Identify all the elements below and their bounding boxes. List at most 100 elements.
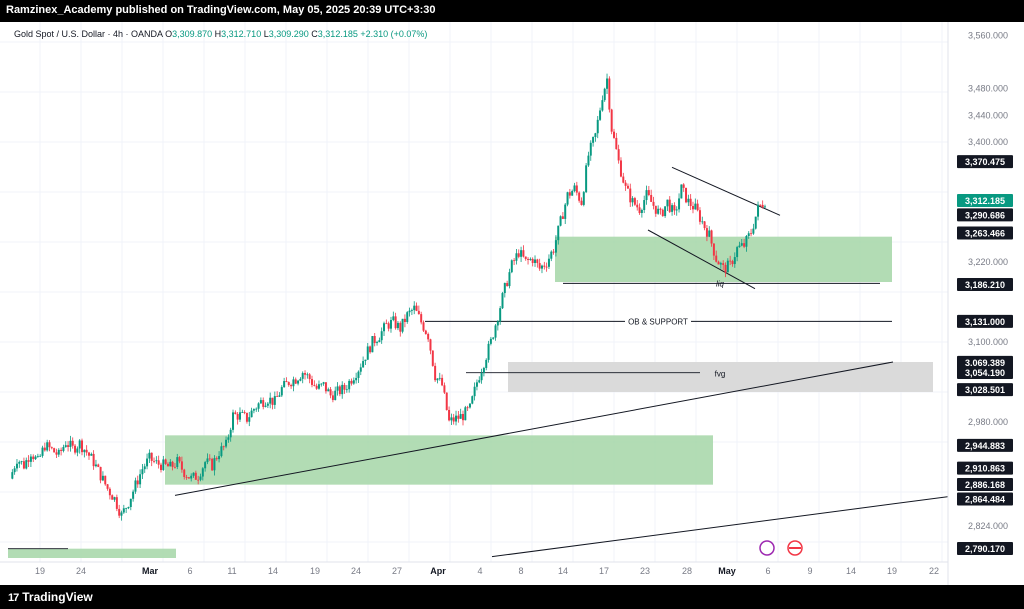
candle-body [645, 190, 648, 201]
candle-body [420, 314, 423, 323]
candle-body [190, 475, 193, 479]
x-tick-label: 22 [929, 566, 939, 576]
candle-body [452, 417, 455, 422]
candle-body [71, 440, 74, 446]
candle-body [575, 185, 578, 193]
y-tick-label: 3,480.000 [968, 84, 1008, 94]
candle-body [11, 472, 14, 479]
candle-body [108, 488, 111, 496]
demand-zone-march [165, 435, 713, 485]
candle-body [631, 198, 634, 203]
candle-body [733, 257, 736, 265]
candle-body [78, 440, 81, 449]
candle-body [422, 322, 425, 331]
candle-body [60, 449, 63, 451]
candle-body [266, 403, 269, 406]
candle-body [580, 200, 583, 205]
candle-body [455, 415, 458, 422]
candle-body [496, 321, 499, 326]
candle-body [55, 452, 58, 455]
candle-body [32, 456, 35, 460]
candle-body [410, 310, 413, 311]
candle-body [624, 182, 627, 186]
tradingview-logo-icon: 17 [8, 592, 19, 604]
x-tick-label: 9 [807, 566, 812, 576]
candle-body [403, 318, 406, 323]
x-tick-label: 24 [351, 566, 361, 576]
candle-body [457, 415, 460, 419]
candle-body [424, 330, 427, 334]
candle-body [647, 190, 650, 195]
x-tick-label: 24 [76, 566, 86, 576]
tradingview-logo[interactable]: 17 TradingView [8, 590, 93, 604]
candle-body [69, 440, 72, 447]
candle-body [350, 380, 353, 384]
candle-body [752, 228, 755, 234]
candle-body [25, 460, 28, 469]
candle-body [129, 498, 132, 508]
candle-body [290, 385, 293, 387]
candle-body [759, 204, 762, 206]
candle-body [87, 452, 90, 456]
candle-body [22, 461, 25, 469]
candle-body [120, 512, 123, 516]
candle-body [357, 371, 360, 378]
candle-body [566, 192, 569, 205]
candle-body [529, 258, 532, 260]
demand-zone-april [555, 236, 892, 282]
candle-body [315, 385, 318, 389]
close-value: 3,312.185 [317, 29, 358, 39]
candle-body [331, 395, 334, 401]
candle-body [480, 373, 483, 381]
candle-body [736, 247, 739, 258]
candle-body [99, 466, 102, 481]
candle-body [664, 206, 667, 217]
candle-body [41, 447, 44, 456]
candle-body [62, 447, 65, 451]
candle-body [324, 382, 327, 392]
price-label-box [957, 194, 1013, 208]
candle-body [206, 458, 209, 463]
candle-body [341, 384, 344, 395]
candle-body [134, 480, 137, 492]
candle-body [475, 382, 478, 387]
symbol-name: Gold Spot / U.S. Dollar · 4h · OANDA [14, 29, 163, 39]
x-tick-label: 19 [887, 566, 897, 576]
candle-body [317, 384, 320, 389]
candle-body [153, 460, 156, 462]
candle-body [415, 305, 418, 311]
low-value: 3,309.290 [268, 29, 309, 39]
candle-body [685, 187, 688, 203]
candle-body [487, 343, 490, 360]
candle-body [18, 461, 21, 464]
x-tick-label: 4 [477, 566, 482, 576]
candle-body [36, 456, 39, 457]
candlestick-chart[interactable]: liq OB & SUPPORT fvg 3,560.000 3,480.000 3,44… [0, 22, 1024, 585]
candle-body [160, 464, 162, 471]
candle-body [39, 455, 42, 457]
candle-body [180, 461, 183, 470]
candle-body [320, 383, 323, 385]
candle-body [640, 210, 643, 213]
candle-body [136, 480, 139, 485]
candle-body [687, 198, 690, 203]
symbol-legend: Gold Spot / U.S. Dollar · 4h · OANDA O3,… [14, 29, 428, 39]
candle-body [661, 209, 664, 217]
candle-body [712, 243, 715, 256]
candle-body [729, 260, 732, 262]
candle-body [694, 203, 697, 210]
candle-body [703, 221, 706, 229]
candle-body [650, 194, 653, 202]
candle-body [401, 318, 404, 332]
candle-body [81, 440, 84, 453]
candle-body [250, 410, 253, 418]
candle-body [294, 379, 297, 384]
candle-body [608, 78, 611, 110]
candle-body [492, 337, 495, 339]
candle-body [259, 400, 262, 404]
candle-body [754, 216, 757, 229]
candle-body [262, 400, 265, 407]
candle-body [673, 205, 676, 211]
candle-body [338, 386, 341, 395]
candle-body [299, 378, 302, 381]
